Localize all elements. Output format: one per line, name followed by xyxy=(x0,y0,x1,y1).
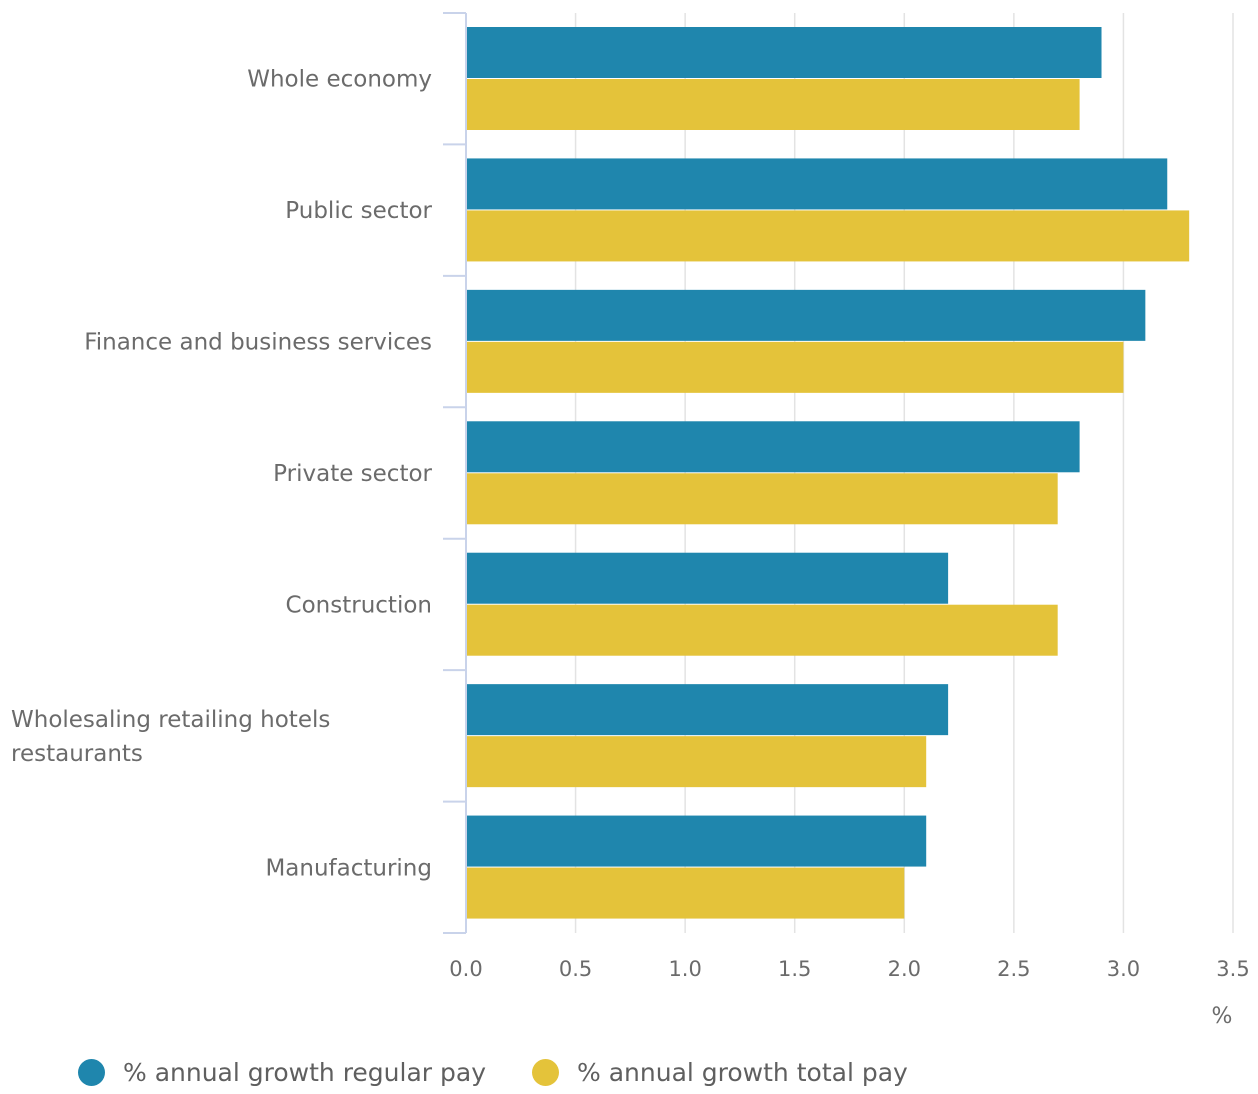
category-label: Manufacturing xyxy=(265,855,432,881)
bar-regular-pay[interactable] xyxy=(466,27,1102,78)
bar-chart: Whole economy Public sector Finance and bu… xyxy=(11,12,1250,1029)
x-tick-label: 0.0 xyxy=(449,957,482,981)
x-tick-label: 3.5 xyxy=(1216,957,1249,981)
legend-item-regular-pay[interactable]: % annual growth regular pay xyxy=(78,1058,486,1087)
bar-total-pay[interactable] xyxy=(466,79,1080,130)
legend: % annual growth regular pay % annual gro… xyxy=(78,1058,954,1087)
x-tick-label: 1.5 xyxy=(778,957,811,981)
bar-regular-pay[interactable] xyxy=(466,684,949,736)
bar-total-pay[interactable] xyxy=(466,867,905,919)
bar-regular-pay[interactable] xyxy=(466,421,1080,473)
x-unit-label: % xyxy=(1212,1004,1233,1029)
category-label: Public sector xyxy=(285,198,432,224)
category-label: Finance and business services xyxy=(84,330,432,356)
bar-regular-pay[interactable] xyxy=(466,158,1168,210)
bars xyxy=(466,27,1190,919)
bar-total-pay[interactable] xyxy=(466,341,1124,393)
x-tick-label: 2.0 xyxy=(888,957,921,981)
bar-total-pay[interactable] xyxy=(466,473,1058,525)
x-tick-label: 0.5 xyxy=(559,957,592,981)
category-label: Wholesaling retailing hotels restaurants xyxy=(11,707,330,767)
bar-regular-pay[interactable] xyxy=(466,289,1146,341)
x-tick-labels: 0.0 0.5 1.0 1.5 2.0 2.5 3.0 3.5 xyxy=(449,957,1249,981)
legend-swatch-regular xyxy=(78,1059,105,1086)
bar-regular-pay[interactable] xyxy=(466,552,949,604)
legend-label-regular: % annual growth regular pay xyxy=(123,1058,487,1087)
grid-lines xyxy=(574,13,1234,933)
x-tick-label: 3.0 xyxy=(1107,957,1140,981)
category-label: Construction xyxy=(286,592,432,618)
bar-total-pay[interactable] xyxy=(466,210,1190,262)
category-label: Whole economy xyxy=(247,67,432,93)
category-labels: Whole economy Public sector Finance and bu… xyxy=(11,67,433,882)
legend-label-total: % annual growth total pay xyxy=(577,1058,908,1087)
category-label: Private sector xyxy=(273,461,432,487)
category-axis xyxy=(443,12,467,934)
legend-swatch-total xyxy=(532,1059,560,1086)
bar-total-pay[interactable] xyxy=(466,604,1058,656)
bar-total-pay[interactable] xyxy=(466,736,927,788)
legend-item-total-pay[interactable]: % annual growth total pay xyxy=(532,1058,908,1087)
bar-regular-pay[interactable] xyxy=(466,815,927,867)
x-tick-label: 2.5 xyxy=(997,957,1030,981)
x-tick-label: 1.0 xyxy=(668,957,701,981)
